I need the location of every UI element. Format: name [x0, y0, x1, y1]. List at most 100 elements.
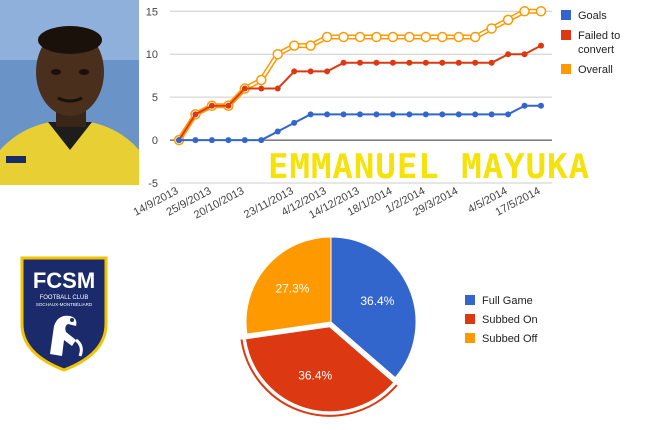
data-point-goals[interactable]: [538, 102, 544, 109]
data-point-goals[interactable]: [439, 111, 446, 118]
data-point-failed-to-convert[interactable]: [472, 59, 479, 66]
legend-item-goals[interactable]: Goals: [561, 10, 607, 22]
data-point-overall[interactable]: [486, 23, 497, 34]
pie-legend-item-full-game[interactable]: Full Game: [465, 295, 533, 307]
line-chart: -5 0 5 10 15 EMMANUEL MAYUKA 14/9/201325/9/2…: [132, 6, 623, 221]
data-point-failed-to-convert[interactable]: [505, 51, 512, 58]
data-point-goals[interactable]: [258, 137, 265, 144]
legend-item-overall[interactable]: Overall: [561, 64, 613, 76]
logo-name: FCSM: [33, 268, 95, 293]
data-point-goals[interactable]: [225, 137, 232, 144]
legend-item-failed-to-convert[interactable]: Failed to convert: [561, 30, 623, 56]
data-point-overall[interactable]: [469, 31, 481, 43]
data-point-goals[interactable]: [241, 137, 248, 144]
line-series: [173, 6, 547, 146]
data-point-goals[interactable]: [176, 137, 182, 144]
data-point-goals[interactable]: [291, 119, 298, 126]
data-point-goals[interactable]: [488, 111, 495, 118]
data-point-failed-to-convert[interactable]: [538, 42, 544, 49]
data-point-goals[interactable]: [422, 111, 429, 118]
data-point-overall[interactable]: [371, 31, 382, 43]
data-point-goals[interactable]: [208, 137, 215, 144]
y-tick-label: 0: [152, 135, 158, 147]
data-point-overall[interactable]: [354, 31, 366, 43]
data-point-goals[interactable]: [373, 111, 380, 118]
pie-legend-swatch-full-game: [465, 295, 475, 305]
data-point-overall[interactable]: [321, 31, 333, 43]
pie-legend-label-subbed-off: Subbed Off: [482, 333, 538, 345]
club-crest-image: FCSM FOOTBALL CLUB SOCHAUX-MONTBÉLIARD: [20, 256, 108, 372]
data-point-overall[interactable]: [453, 31, 464, 43]
data-point-failed-to-convert[interactable]: [307, 68, 314, 75]
data-point-goals[interactable]: [406, 111, 413, 118]
data-point-failed-to-convert[interactable]: [389, 59, 396, 66]
legend-swatch-overall: [561, 64, 571, 74]
data-point-overall[interactable]: [502, 14, 514, 26]
data-point-failed-to-convert[interactable]: [340, 59, 347, 66]
data-point-overall[interactable]: [387, 31, 399, 43]
data-point-overall[interactable]: [535, 6, 547, 17]
data-point-failed-to-convert[interactable]: [258, 85, 265, 92]
data-point-failed-to-convert[interactable]: [488, 59, 495, 66]
data-point-goals[interactable]: [324, 111, 331, 118]
y-tick-label: 10: [146, 49, 158, 61]
data-point-goals[interactable]: [472, 111, 479, 118]
data-point-failed-to-convert[interactable]: [241, 85, 248, 92]
pie-slices: [240, 236, 417, 417]
data-point-failed-to-convert[interactable]: [373, 59, 380, 66]
data-point-goals[interactable]: [521, 102, 528, 109]
data-point-failed-to-convert[interactable]: [274, 85, 281, 92]
legend-swatch-failed-to-convert: [561, 30, 571, 40]
pie-legend-item-subbed-on[interactable]: Subbed On: [465, 314, 538, 326]
y-tick-label: 15: [146, 6, 158, 18]
data-point-failed-to-convert[interactable]: [225, 102, 232, 109]
data-point-goals[interactable]: [455, 111, 462, 118]
data-point-failed-to-convert[interactable]: [324, 68, 331, 75]
data-point-failed-to-convert[interactable]: [357, 59, 363, 66]
pie-slice-full-game[interactable]: [330, 236, 417, 379]
data-point-goals[interactable]: [505, 111, 512, 118]
pie-legend: Full Game Subbed On Subbed Off: [465, 295, 538, 345]
player-portrait-image: [0, 0, 139, 185]
club-logo: FCSM FOOTBALL CLUB SOCHAUX-MONTBÉLIARD: [18, 254, 110, 374]
data-point-failed-to-convert[interactable]: [455, 59, 462, 66]
pie-slice-subbed-on[interactable]: [244, 326, 395, 413]
x-axis: 14/9/201325/9/201320/10/201323/11/20134/…: [132, 185, 543, 221]
data-point-failed-to-convert[interactable]: [291, 68, 298, 75]
data-point-goals[interactable]: [274, 128, 281, 135]
data-point-failed-to-convert[interactable]: [406, 59, 413, 66]
data-point-overall[interactable]: [256, 74, 267, 86]
data-point-goals[interactable]: [192, 137, 199, 144]
line-legend: Goals Failed to convert Overall: [561, 10, 623, 76]
pie-legend-label-subbed-on: Subbed On: [482, 314, 538, 326]
data-point-failed-to-convert[interactable]: [422, 59, 429, 66]
legend-label-overall: Overall: [578, 64, 613, 76]
pie-legend-swatch-subbed-on: [465, 314, 475, 324]
data-point-failed-to-convert[interactable]: [521, 51, 528, 58]
data-point-overall[interactable]: [338, 31, 349, 43]
data-point-failed-to-convert[interactable]: [192, 111, 199, 118]
data-point-failed-to-convert[interactable]: [208, 102, 215, 109]
player-photo: [0, 0, 139, 185]
data-point-overall[interactable]: [288, 40, 300, 51]
pie-slice-subbed-off[interactable]: [245, 236, 332, 335]
data-point-overall[interactable]: [272, 48, 283, 60]
data-point-goals[interactable]: [340, 111, 347, 118]
data-point-goals[interactable]: [389, 111, 396, 118]
data-point-overall[interactable]: [519, 6, 530, 17]
pie-legend-label-full-game: Full Game: [482, 295, 533, 307]
pie-chart: 36.4% 36.4% 27.3% Full Game Subbed On Subbed…: [240, 236, 538, 417]
pie-legend-swatch-subbed-off: [465, 333, 475, 343]
data-point-overall[interactable]: [305, 40, 316, 51]
data-point-overall[interactable]: [437, 31, 448, 43]
data-point-goals[interactable]: [307, 111, 314, 118]
data-point-failed-to-convert[interactable]: [439, 59, 446, 66]
data-point-goals[interactable]: [357, 111, 363, 118]
legend-swatch-goals: [561, 10, 571, 20]
series-goals: [176, 102, 544, 144]
y-gridlines: [170, 10, 552, 184]
data-point-overall[interactable]: [404, 31, 415, 43]
pie-legend-item-subbed-off[interactable]: Subbed Off: [465, 333, 538, 345]
y-tick-label: 5: [152, 92, 158, 104]
data-point-overall[interactable]: [420, 31, 432, 43]
